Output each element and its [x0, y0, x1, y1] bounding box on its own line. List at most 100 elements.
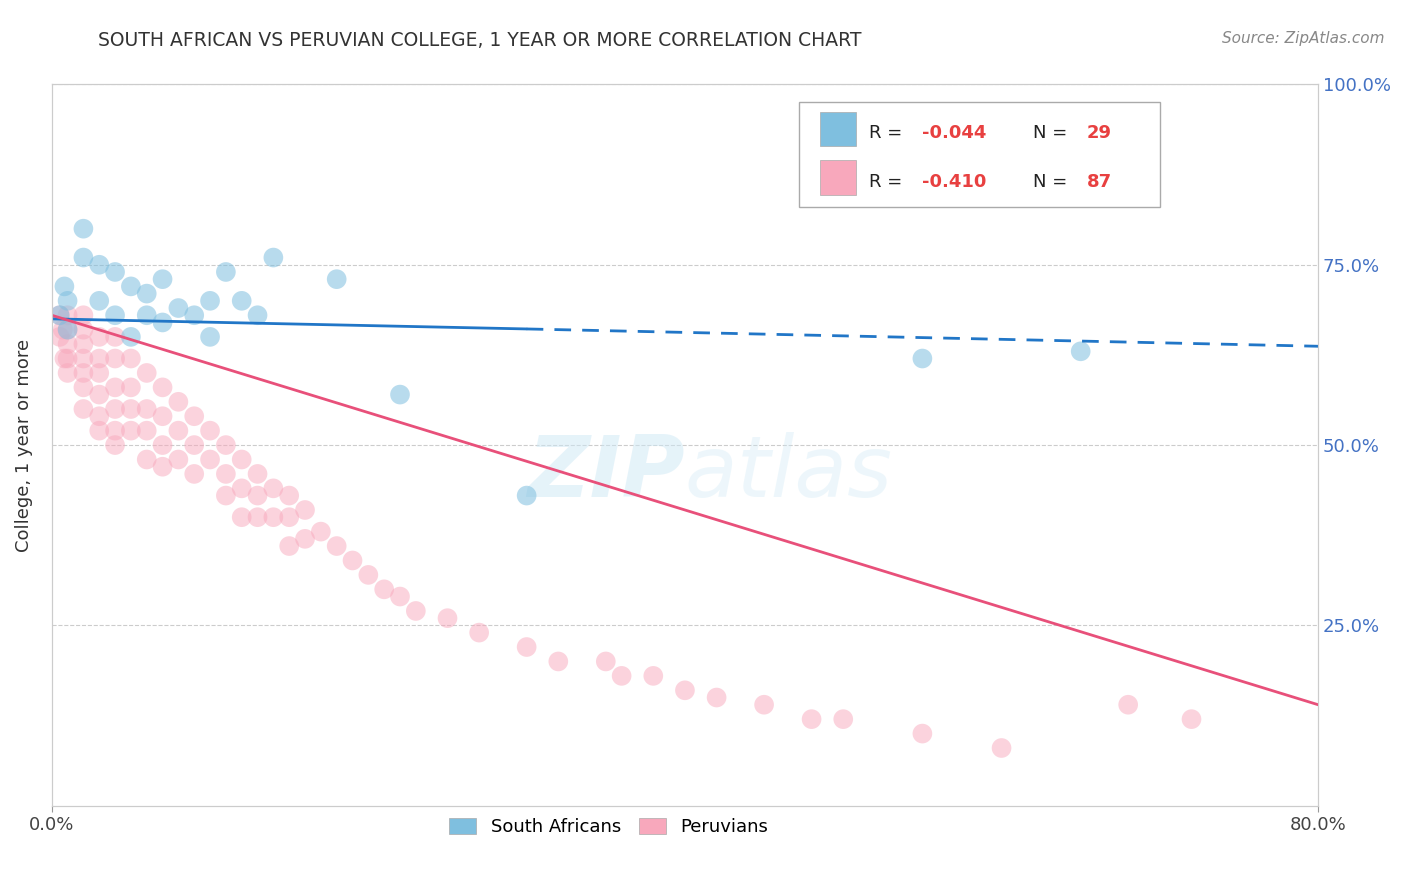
Bar — [821, 112, 856, 146]
Y-axis label: College, 1 year or more: College, 1 year or more — [15, 338, 32, 551]
Point — [48, 308, 70, 322]
Point — [752, 698, 775, 712]
Point — [89, 351, 111, 366]
Text: R =: R = — [869, 124, 907, 143]
Point — [1070, 344, 1092, 359]
Point — [325, 539, 347, 553]
Point — [325, 272, 347, 286]
Point — [167, 301, 190, 315]
Point — [56, 351, 79, 366]
Point — [183, 467, 205, 481]
Point — [120, 279, 142, 293]
Point — [152, 380, 174, 394]
Point — [610, 669, 633, 683]
Point — [294, 532, 316, 546]
Text: -0.044: -0.044 — [922, 124, 986, 143]
Point — [104, 265, 127, 279]
Point — [167, 394, 190, 409]
Point — [246, 510, 269, 524]
Point — [120, 402, 142, 417]
Point — [56, 293, 79, 308]
Point — [89, 366, 111, 380]
Text: -0.410: -0.410 — [922, 173, 986, 191]
Point — [89, 387, 111, 401]
Text: N =: N = — [1033, 124, 1073, 143]
Point — [215, 467, 238, 481]
Point — [800, 712, 823, 726]
Point — [104, 308, 127, 322]
Point — [388, 387, 411, 401]
Point — [135, 402, 157, 417]
Point — [215, 265, 238, 279]
Point — [135, 452, 157, 467]
Point — [215, 438, 238, 452]
Point — [89, 258, 111, 272]
Point — [72, 402, 94, 417]
Text: ZIP: ZIP — [527, 433, 685, 516]
Point — [135, 424, 157, 438]
Point — [516, 640, 538, 654]
Point — [52, 323, 75, 337]
Point — [152, 409, 174, 424]
Point — [135, 286, 157, 301]
Point — [246, 308, 269, 322]
Point — [516, 489, 538, 503]
Point — [294, 503, 316, 517]
Point — [231, 481, 253, 495]
Point — [152, 438, 174, 452]
Point — [388, 590, 411, 604]
Point — [643, 669, 665, 683]
Point — [911, 351, 934, 366]
Point — [231, 510, 253, 524]
Point — [72, 251, 94, 265]
Point — [183, 308, 205, 322]
Point — [56, 323, 79, 337]
Point — [104, 351, 127, 366]
Point — [48, 330, 70, 344]
Text: atlas: atlas — [685, 433, 893, 516]
Point — [56, 323, 79, 337]
Point — [104, 438, 127, 452]
Legend: South Africans, Peruvians: South Africans, Peruvians — [441, 811, 776, 844]
Point — [405, 604, 427, 618]
Point — [832, 712, 855, 726]
Point — [72, 380, 94, 394]
Point — [595, 655, 617, 669]
FancyBboxPatch shape — [799, 103, 1160, 207]
Point — [262, 481, 284, 495]
Point — [278, 489, 301, 503]
Point — [357, 568, 380, 582]
Point — [246, 489, 269, 503]
Point — [231, 452, 253, 467]
Point — [152, 315, 174, 329]
Point — [120, 330, 142, 344]
Point — [72, 337, 94, 351]
Point — [120, 380, 142, 394]
Point — [547, 655, 569, 669]
Point — [56, 366, 79, 380]
Point — [56, 308, 79, 322]
Point — [342, 553, 364, 567]
Text: Source: ZipAtlas.com: Source: ZipAtlas.com — [1222, 31, 1385, 46]
Point — [89, 293, 111, 308]
Point — [183, 409, 205, 424]
Point — [373, 582, 395, 597]
Point — [152, 272, 174, 286]
Bar — [821, 161, 856, 195]
Point — [262, 510, 284, 524]
Point — [120, 424, 142, 438]
Point — [309, 524, 332, 539]
Point — [48, 308, 70, 322]
Point — [89, 330, 111, 344]
Point — [231, 293, 253, 308]
Point — [911, 726, 934, 740]
Text: R =: R = — [869, 173, 907, 191]
Text: 87: 87 — [1087, 173, 1112, 191]
Point — [198, 330, 221, 344]
Point — [135, 308, 157, 322]
Point — [436, 611, 458, 625]
Point — [215, 489, 238, 503]
Point — [198, 452, 221, 467]
Point — [72, 221, 94, 235]
Point — [72, 308, 94, 322]
